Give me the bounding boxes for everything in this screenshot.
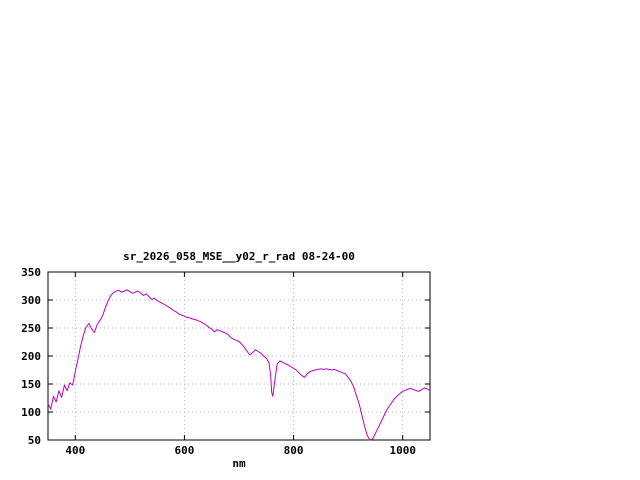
y-tick-label: 50 bbox=[28, 434, 41, 447]
x-tick-label: 600 bbox=[174, 444, 194, 457]
y-tick-label: 100 bbox=[21, 406, 41, 419]
x-axis-label: nm bbox=[232, 457, 246, 470]
data-line-radiance bbox=[47, 289, 431, 441]
x-tick-label: 800 bbox=[284, 444, 304, 457]
y-tick-label: 150 bbox=[21, 378, 41, 391]
x-tick-label: 1000 bbox=[389, 444, 416, 457]
y-tick-label: 350 bbox=[21, 266, 41, 279]
chart-title: sr_2026_058_MSE__y02_r_rad 08-24-00 bbox=[123, 250, 355, 263]
y-tick-label: 300 bbox=[21, 294, 41, 307]
y-tick-label: 200 bbox=[21, 350, 41, 363]
x-tick-label: 400 bbox=[65, 444, 85, 457]
y-tick-label: 250 bbox=[21, 322, 41, 335]
